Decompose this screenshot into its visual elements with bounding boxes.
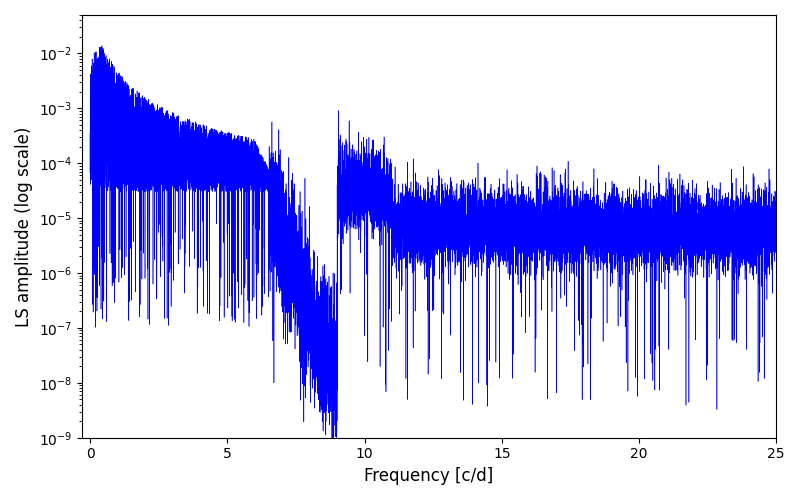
Y-axis label: LS amplitude (log scale): LS amplitude (log scale) — [15, 126, 33, 326]
X-axis label: Frequency [c/d]: Frequency [c/d] — [364, 467, 494, 485]
